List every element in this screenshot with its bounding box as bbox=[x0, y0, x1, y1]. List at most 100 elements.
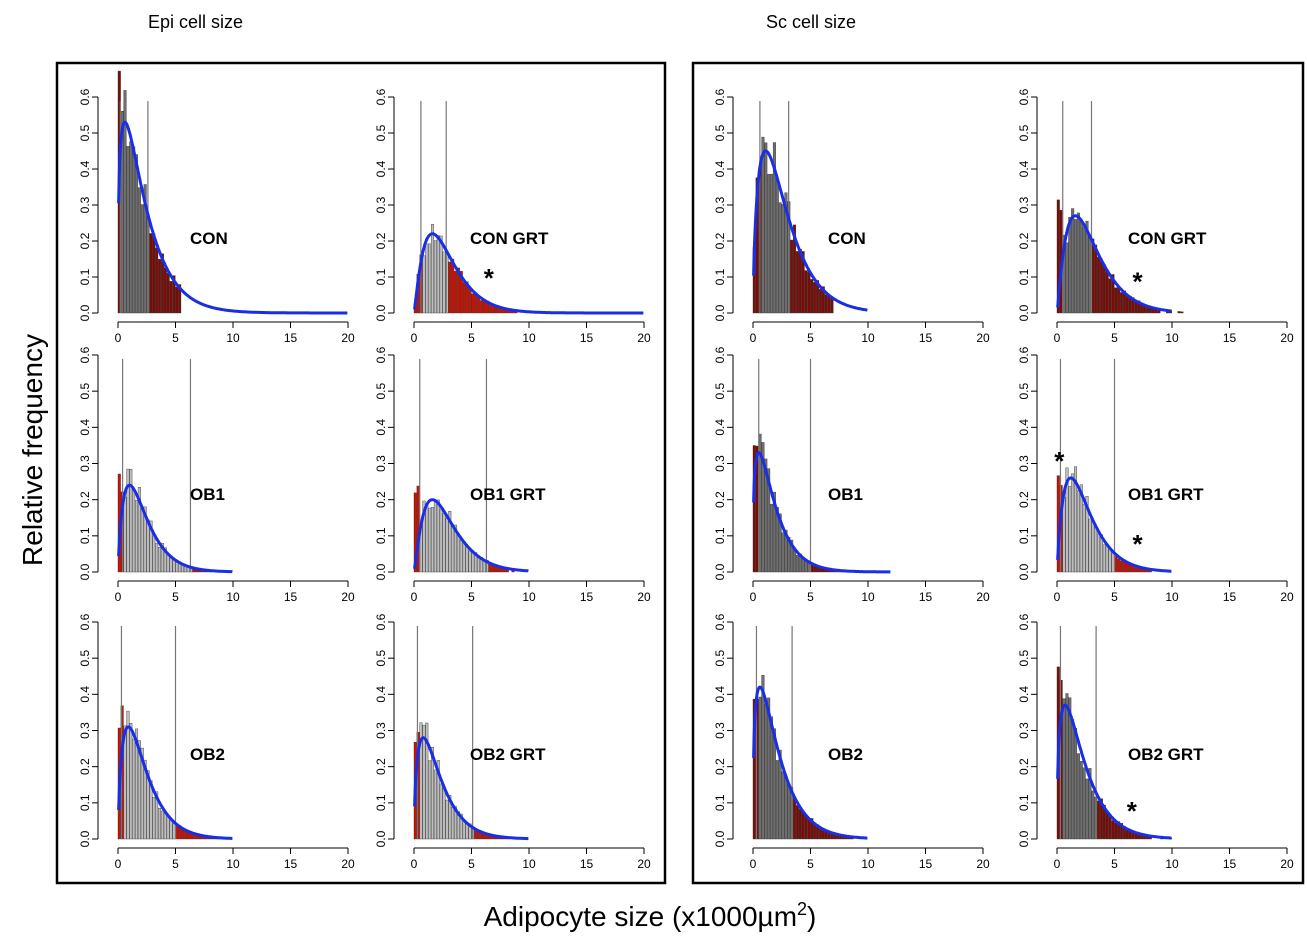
y-tick-label: 0.1 bbox=[713, 268, 727, 285]
x-tick-label: 20 bbox=[637, 590, 651, 604]
histogram-bar bbox=[1074, 728, 1078, 840]
histogram-bar bbox=[137, 187, 141, 314]
epi-panel-frame bbox=[55, 61, 667, 885]
x-tick-label: 20 bbox=[637, 857, 651, 871]
y-tick-label: 0.6 bbox=[1017, 613, 1031, 630]
x-tick-label: 5 bbox=[1111, 331, 1118, 345]
density-curve bbox=[117, 120, 348, 315]
x-tick-label: 20 bbox=[1280, 331, 1294, 345]
subplot-ob1-epi: 0.0 0.1 0.2 0.3 0.4 0.5 0.6 0 5 10 15 20 OB1 bbox=[78, 346, 355, 604]
x-tick-label: 0 bbox=[115, 857, 122, 871]
histogram-bar bbox=[1177, 311, 1181, 314]
y-tick-label: 0.5 bbox=[713, 383, 727, 400]
y-tick-label: 0.3 bbox=[713, 455, 727, 472]
y-tick-label: 0.1 bbox=[374, 268, 388, 285]
y-tick-label: 0.6 bbox=[713, 88, 727, 105]
subplot-ob2-epi: 0.0 0.1 0.2 0.3 0.4 0.5 0.6 0 5 10 15 20 OB2 bbox=[78, 613, 355, 871]
x-tick-label: 5 bbox=[1111, 857, 1118, 871]
histogram-bar bbox=[129, 141, 133, 314]
y-tick-label: 0.3 bbox=[713, 722, 727, 739]
histogram-bar bbox=[166, 815, 170, 840]
x-tick-label: 0 bbox=[411, 857, 418, 871]
y-tick-label: 0.2 bbox=[78, 491, 92, 508]
y-tick-label: 0.1 bbox=[1017, 794, 1031, 811]
histogram-bar bbox=[152, 535, 156, 573]
histogram-bar bbox=[178, 827, 182, 840]
histogram-bar bbox=[1120, 292, 1124, 314]
x-tick-label: 5 bbox=[807, 331, 814, 345]
x-tick-label: 20 bbox=[976, 590, 990, 604]
histogram-bar bbox=[1099, 798, 1103, 840]
x-tick-label: 5 bbox=[172, 331, 179, 345]
density-curve bbox=[752, 685, 868, 840]
y-tick-label: 0.5 bbox=[713, 650, 727, 667]
y-tick-label: 0.3 bbox=[374, 196, 388, 213]
x-tick-label: 5 bbox=[468, 331, 475, 345]
histogram-bar bbox=[468, 550, 472, 573]
y-tick-label: 0.3 bbox=[1017, 455, 1031, 472]
x-tick-label: 10 bbox=[1165, 331, 1179, 345]
histogram-bar bbox=[456, 533, 460, 573]
histogram-bar bbox=[471, 293, 475, 314]
y-tick-label: 0.5 bbox=[374, 383, 388, 400]
histogram-bar bbox=[1082, 503, 1086, 573]
histogram-bar bbox=[459, 540, 463, 573]
x-tick-label: 10 bbox=[522, 331, 536, 345]
histogram-bar bbox=[425, 722, 429, 840]
y-tick-label: 0.6 bbox=[78, 88, 92, 105]
histogram-bar bbox=[135, 500, 139, 573]
histogram-bar bbox=[140, 204, 144, 314]
y-tick-label: 0.0 bbox=[1017, 830, 1031, 847]
histogram-bar bbox=[790, 539, 794, 573]
histogram-bar bbox=[784, 775, 788, 840]
histogram-bar bbox=[795, 554, 799, 573]
histogram-bar bbox=[772, 491, 776, 573]
histogram-bar bbox=[448, 795, 452, 840]
histogram-bar bbox=[425, 505, 429, 573]
group-label: CON bbox=[190, 229, 228, 248]
histogram-bar bbox=[126, 468, 130, 573]
histogram-bar bbox=[816, 280, 820, 314]
histogram-bar bbox=[451, 258, 455, 314]
histogram-bar bbox=[821, 286, 825, 314]
histogram-bar bbox=[169, 819, 173, 840]
histogram-bar bbox=[1071, 208, 1075, 314]
histogram-bar bbox=[1180, 311, 1184, 314]
histogram-bar bbox=[798, 809, 802, 840]
histogram-bar bbox=[1105, 271, 1109, 314]
x-tick-label: 20 bbox=[341, 331, 355, 345]
histogram-bar bbox=[1071, 473, 1075, 573]
histogram-bar bbox=[433, 240, 437, 314]
histogram-bar bbox=[178, 284, 182, 314]
histogram-bar bbox=[448, 261, 452, 314]
y-tick-label: 0.1 bbox=[713, 527, 727, 544]
y-tick-label: 0.0 bbox=[78, 304, 92, 321]
y-tick-label: 0.3 bbox=[374, 722, 388, 739]
density-curve bbox=[117, 725, 233, 840]
x-tick-label: 15 bbox=[580, 331, 594, 345]
histogram-bar bbox=[152, 233, 156, 314]
histogram-bar bbox=[433, 769, 437, 840]
histogram-bar bbox=[1108, 278, 1112, 314]
histogram-bar bbox=[482, 560, 486, 573]
histogram-bar bbox=[436, 235, 440, 314]
y-tick-label: 0.1 bbox=[78, 268, 92, 285]
y-tick-label: 0.0 bbox=[78, 830, 92, 847]
histogram-bar bbox=[433, 500, 437, 573]
histogram-bar bbox=[169, 281, 173, 314]
subplot-con-epi: 0.0 0.1 0.2 0.3 0.4 0.5 0.6 0 5 10 15 20 CON bbox=[78, 70, 355, 345]
histogram-bar bbox=[821, 830, 825, 840]
y-tick-label: 0.0 bbox=[374, 304, 388, 321]
histogram-bar bbox=[1088, 768, 1092, 840]
y-tick-label: 0.4 bbox=[713, 686, 727, 703]
histogram-bar bbox=[413, 492, 417, 573]
histogram-bar bbox=[439, 509, 443, 573]
histogram-bar bbox=[1065, 467, 1069, 573]
histogram-bar bbox=[1097, 256, 1101, 314]
histogram-bar bbox=[451, 807, 455, 840]
group-label: CON GRT bbox=[470, 229, 549, 248]
histogram-bar bbox=[158, 547, 162, 573]
histogram-bar bbox=[764, 142, 768, 314]
y-tick-label: 0.4 bbox=[374, 419, 388, 436]
